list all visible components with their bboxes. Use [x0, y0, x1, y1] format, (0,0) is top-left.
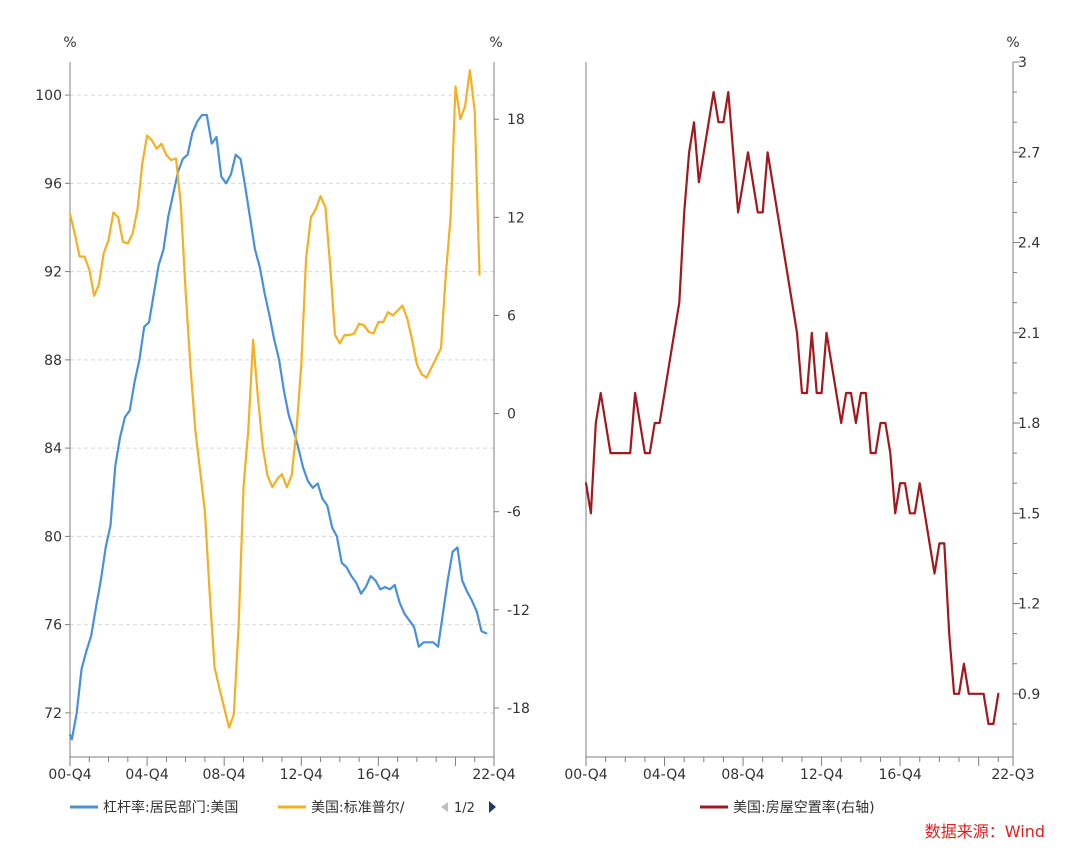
- y-right-tick-label: 6: [507, 308, 516, 324]
- x-tick-label: 04-Q4: [125, 767, 168, 783]
- y-right-tick-label: 18: [507, 112, 525, 128]
- y-left-unit: %: [63, 35, 76, 51]
- chart2-x-tick-label: 08-Q4: [721, 767, 764, 783]
- chart2-x-tick-label: 00-Q4: [564, 767, 607, 783]
- chart2-y-tick-label: 2.7: [1018, 145, 1040, 161]
- y-right-tick-label: -6: [507, 505, 521, 521]
- chart2-y-tick-label: 1.5: [1018, 506, 1040, 522]
- chart2-y-tick-label: 0.9: [1018, 687, 1040, 703]
- x-tick-label: 08-Q4: [203, 767, 246, 783]
- chart2-y-tick-label: 3: [1018, 55, 1027, 71]
- chart2-y-unit: %: [1006, 35, 1019, 51]
- chart2-x-tick-label: 12-Q4: [800, 767, 843, 783]
- legend-right: 美国:房屋空置率(右轴): [700, 799, 875, 816]
- axis-layer: [65, 61, 1020, 766]
- grid-layer: [70, 94, 494, 714]
- series-line-vacancy: [584, 91, 1000, 725]
- legend-left: 杠杆率:居民部门:美国 美国:标准普尔/ 1/2: [70, 799, 496, 816]
- y-left-tick-label: 80: [44, 529, 62, 545]
- chart2-y-tick-label: 1.8: [1018, 416, 1040, 432]
- data-source-note: 数据来源：Wind: [925, 822, 1045, 841]
- chart2-y-tick-label: 2.1: [1018, 326, 1040, 342]
- y-right-tick-label: -18: [507, 701, 530, 717]
- y-left-tick-label: 72: [44, 706, 62, 722]
- chart2-y-tick-label: 1.2: [1018, 597, 1040, 613]
- y-left-tick-label: 92: [44, 265, 62, 281]
- x-tick-label: 00-Q4: [48, 767, 91, 783]
- label-layer: 72 76 80 84 88 92 96 100 -18 -12 -6 0 6 12 18 00-Q4 04-Q…: [35, 35, 1040, 783]
- y-left-tick-label: 100: [35, 88, 62, 104]
- y-right-tick-label: -12: [507, 603, 530, 619]
- y-left-tick-label: 88: [44, 353, 62, 369]
- chart2-y-tick-label: 2.4: [1018, 236, 1040, 252]
- triangle-right-icon[interactable]: [489, 801, 496, 813]
- x-tick-label: 12-Q4: [280, 767, 323, 783]
- y-right-tick-label: 12: [507, 210, 525, 226]
- legend-item-sp[interactable]: 美国:标准普尔/: [311, 800, 405, 816]
- x-tick-label: 22-Q4: [472, 767, 515, 783]
- legend-item-leverage[interactable]: 杠杆率:居民部门:美国: [103, 799, 238, 816]
- chart2-x-tick-label: 22-Q3: [991, 767, 1034, 783]
- y-right-tick-label: 0: [507, 407, 516, 423]
- legend-item-vacancy[interactable]: 美国:房屋空置率(右轴): [733, 799, 875, 816]
- series-line-sp: [68, 69, 481, 729]
- y-right-unit: %: [489, 35, 502, 51]
- legend-page-indicator: 1/2: [454, 801, 475, 816]
- series-line-leverage: [68, 113, 488, 741]
- chart2-x-tick-label: 04-Q4: [643, 767, 686, 783]
- chart2-x-tick-label: 16-Q4: [878, 767, 921, 783]
- triangle-left-icon[interactable]: [441, 802, 448, 812]
- y-left-tick-label: 96: [44, 176, 62, 192]
- y-left-tick-label: 76: [44, 618, 62, 634]
- x-tick-label: 16-Q4: [357, 767, 400, 783]
- series-layer: [68, 69, 1000, 741]
- y-left-tick-label: 84: [44, 441, 62, 457]
